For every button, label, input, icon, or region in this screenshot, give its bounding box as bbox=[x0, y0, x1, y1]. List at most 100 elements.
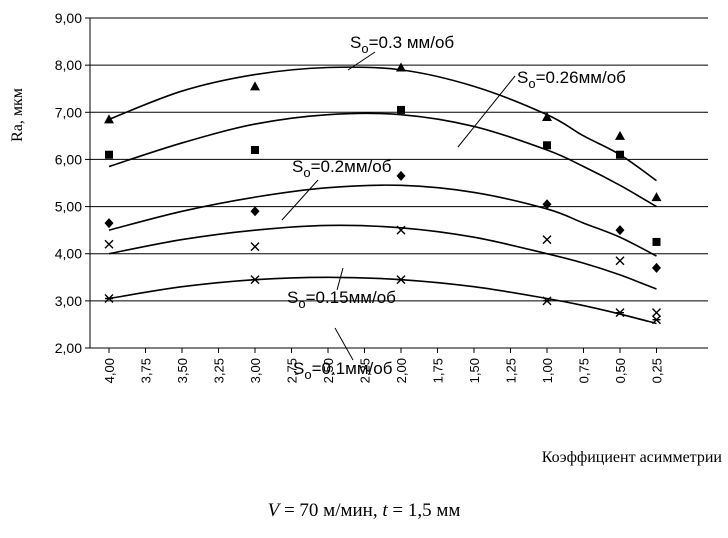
star-marker bbox=[652, 315, 661, 325]
diamond-marker bbox=[104, 218, 114, 229]
label-symbol: S bbox=[292, 157, 303, 176]
y-tick-label: 7,00 bbox=[55, 104, 82, 120]
caption-v-symbol: V bbox=[267, 500, 280, 521]
chart: 2,00 3,00 4,00 5,00 6,00 7,00 8,00 9,00 4,00 3,7… bbox=[9, 10, 723, 466]
series-label-3: So=0.2мм/об bbox=[292, 157, 392, 180]
x-tick-label: 0,25 bbox=[650, 358, 665, 383]
label-symbol: S bbox=[293, 359, 304, 378]
label-subscript: o bbox=[304, 367, 311, 382]
x-tick-label: 2,25 bbox=[358, 358, 373, 383]
x-marker bbox=[396, 225, 406, 235]
x-tick-label: 0,50 bbox=[613, 358, 628, 383]
series-label-leader bbox=[281, 179, 319, 221]
triangle-marker bbox=[396, 62, 406, 72]
label-subscript: o bbox=[303, 165, 310, 180]
trend-line-2 bbox=[108, 112, 657, 208]
star-marker bbox=[104, 294, 114, 303]
y-tick-label: 8,00 bbox=[55, 57, 82, 73]
series-points-1 bbox=[104, 62, 662, 202]
triangle-marker bbox=[104, 114, 114, 124]
y-tick-label: 9,00 bbox=[55, 10, 82, 26]
label-text: =0.26мм/об bbox=[536, 68, 627, 87]
x-tick-label: 1,25 bbox=[504, 358, 519, 383]
x-tick-label: 4,00 bbox=[102, 358, 117, 383]
trend-line-5 bbox=[108, 276, 657, 325]
square-marker bbox=[105, 150, 113, 159]
series-label-1: So=0.3 мм/об bbox=[350, 33, 454, 56]
series-labels: So=0.3 мм/обSo=0.26мм/обSo=0.2мм/обSo=0.… bbox=[281, 33, 626, 382]
square-marker bbox=[397, 105, 405, 114]
y-tick-label: 2,00 bbox=[55, 340, 82, 356]
series-points-3 bbox=[104, 170, 661, 273]
x-tick-label: 2,00 bbox=[394, 358, 409, 383]
trend-lines bbox=[108, 66, 657, 325]
label-symbol: S bbox=[350, 33, 361, 52]
caption-t-text: = 1,5 мм bbox=[387, 500, 461, 521]
x-tick-label: 3,75 bbox=[139, 358, 154, 383]
data-points bbox=[104, 62, 662, 325]
series-label-leader bbox=[457, 75, 516, 148]
axes bbox=[85, 17, 708, 353]
chart-caption: V = 70 м/мин, t = 1,5 мм bbox=[0, 500, 728, 522]
x-tick-label: 2,50 bbox=[321, 358, 336, 383]
x-marker bbox=[542, 235, 552, 245]
y-tick-label: 3,00 bbox=[55, 293, 82, 309]
label-text: =0.2мм/об bbox=[311, 157, 392, 176]
y-tick-label: 5,00 bbox=[55, 199, 82, 215]
series-points-4 bbox=[104, 225, 661, 318]
x-marker bbox=[652, 308, 661, 318]
triangle-marker bbox=[542, 112, 552, 121]
square-marker bbox=[652, 237, 661, 246]
trend-line-1 bbox=[108, 66, 657, 182]
y-tick-label: 4,00 bbox=[55, 246, 82, 262]
label-subscript: o bbox=[361, 41, 368, 56]
trend-line-4 bbox=[108, 224, 657, 290]
label-symbol: S bbox=[287, 288, 298, 307]
square-marker bbox=[543, 141, 551, 150]
square-marker bbox=[251, 146, 259, 154]
x-tick-label: 1,00 bbox=[540, 358, 555, 383]
triangle-marker bbox=[615, 130, 625, 140]
series-label-leader bbox=[336, 267, 344, 291]
triangle-marker bbox=[651, 192, 662, 202]
x-tick-label: 0,75 bbox=[577, 358, 592, 383]
label-text: =0.3 мм/об bbox=[369, 33, 455, 52]
x-marker bbox=[615, 256, 625, 266]
series-label-4: So=0.15мм/об bbox=[287, 288, 396, 311]
x-tick-labels: 4,00 3,75 3,50 3,25 3,00 2,75 2,50 2,25 2,00 1,75… bbox=[102, 358, 665, 383]
series-label-5: So=0.1мм/об bbox=[293, 359, 393, 382]
square-marker bbox=[616, 150, 624, 159]
series-label-leader bbox=[347, 51, 376, 71]
y-tick-labels: 2,00 3,00 4,00 5,00 6,00 7,00 8,00 9,00 bbox=[55, 10, 82, 356]
series-points-5 bbox=[104, 275, 661, 325]
star-marker bbox=[250, 275, 260, 285]
trend-line-3 bbox=[108, 184, 657, 257]
star-marker bbox=[396, 275, 406, 285]
triangle-marker bbox=[250, 81, 260, 91]
series-label-2: So=0.26мм/об bbox=[517, 68, 626, 91]
diamond-marker bbox=[250, 206, 260, 217]
label-text: =0.15мм/об bbox=[306, 288, 397, 307]
x-tick-label: 3,50 bbox=[175, 358, 190, 383]
diamond-marker bbox=[542, 199, 552, 210]
x-tick-label: 1,50 bbox=[467, 358, 482, 383]
x-tick-label: 1,75 bbox=[431, 358, 446, 383]
label-subscript: o bbox=[298, 296, 305, 311]
x-axis-title: Коэффициент асимметрии bbox=[542, 449, 723, 466]
label-symbol: S bbox=[517, 68, 528, 87]
label-text: =0.1мм/об bbox=[312, 359, 393, 378]
gridlines bbox=[90, 17, 708, 302]
x-tick-label: 2,75 bbox=[285, 358, 300, 383]
series-label-leader bbox=[334, 327, 354, 361]
series-points-2 bbox=[105, 105, 661, 246]
diamond-marker bbox=[615, 225, 625, 236]
star-marker bbox=[542, 296, 552, 306]
diamond-marker bbox=[396, 170, 406, 181]
x-tick-label: 3,25 bbox=[212, 358, 227, 383]
x-marker bbox=[250, 242, 260, 252]
x-marker bbox=[104, 239, 114, 249]
caption-v-text: = 70 м/мин, bbox=[279, 500, 383, 521]
label-subscript: o bbox=[528, 76, 535, 91]
star-marker bbox=[615, 308, 625, 318]
caption-t-symbol: t bbox=[382, 500, 388, 521]
